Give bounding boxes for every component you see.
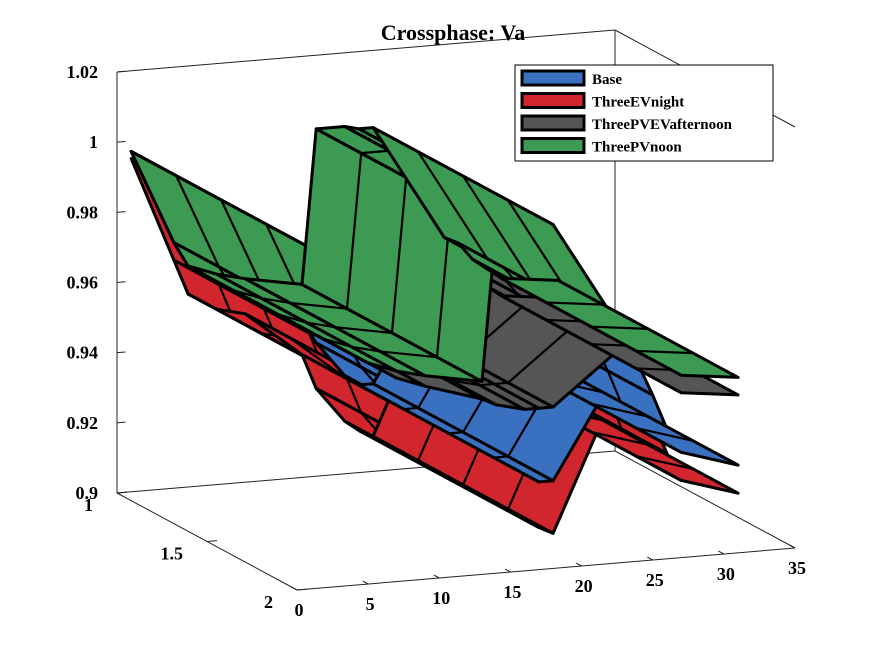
- mesh-line: [334, 326, 393, 335]
- x-tick-label: 15: [503, 582, 521, 602]
- x-tick-mark: [647, 556, 653, 561]
- mesh-line: [351, 345, 381, 353]
- mesh-line: [379, 350, 438, 359]
- z-tick-label: 0.94: [67, 343, 99, 363]
- mesh-line: [289, 301, 348, 310]
- z-tick-label: 1.02: [67, 62, 99, 82]
- mesh-line: [590, 402, 649, 418]
- z-tick-mark: [116, 491, 126, 494]
- legend-label: ThreePVEVafternoon: [592, 117, 733, 133]
- x-tick-mark: [433, 574, 440, 579]
- y-tick-label: 1.5: [161, 544, 184, 564]
- mesh-line: [462, 175, 536, 287]
- mesh-line: [345, 153, 363, 309]
- z-tick-label: 0.98: [67, 202, 99, 222]
- z-tick-mark: [116, 211, 126, 213]
- mesh-line: [220, 199, 265, 292]
- chart-title: Crossphase: Va: [381, 20, 525, 45]
- mesh-line: [591, 325, 649, 330]
- x-tick-mark: [575, 562, 582, 567]
- y-tick-mark: [206, 540, 218, 542]
- x-tick-label: 10: [432, 588, 450, 608]
- x-tick-mark: [718, 550, 725, 555]
- mesh-line: [261, 297, 291, 305]
- legend-swatch: [520, 69, 586, 87]
- x-tick-mark: [362, 580, 369, 585]
- mesh-line: [345, 378, 363, 414]
- legend-label: Base: [592, 72, 622, 88]
- legend: Base ThreeEVnight ThreePVEVafternoon ThreeP…: [514, 64, 774, 162]
- mesh-line: [175, 175, 220, 268]
- mesh-line: [635, 427, 694, 442]
- x-tick-label: 30: [717, 564, 735, 584]
- series-surface: [129, 125, 740, 383]
- z-tick-mark: [116, 421, 126, 424]
- legend-label: ThreeEVnight: [592, 95, 684, 111]
- legend-swatch: [520, 92, 586, 109]
- z-tick-label: 1: [89, 132, 98, 152]
- y-tick-mark: [296, 588, 308, 591]
- mesh-line: [590, 430, 649, 446]
- x-tick-mark: [504, 568, 511, 573]
- z-tick-mark: [116, 140, 126, 143]
- y-tick-label: 1: [84, 495, 93, 515]
- mesh-line: [417, 151, 491, 263]
- mesh-line: [361, 149, 390, 155]
- mesh-line: [306, 321, 336, 329]
- x-tick-label: 25: [646, 570, 664, 590]
- mesh-line: [636, 349, 694, 355]
- x-tick-mark: [789, 544, 796, 549]
- z-tick-mark: [116, 70, 126, 73]
- tick-labels: 0 5 10 15 20 25 30 35 1 1.5 2 0.9 0.92 0.94 0.96 0.98 1 1…: [67, 62, 807, 620]
- mesh-line: [546, 301, 604, 306]
- y-tick-label: 2: [264, 592, 273, 612]
- x-tick-label: 0: [295, 600, 304, 620]
- mesh-line: [390, 177, 408, 334]
- z-tick-label: 0.96: [67, 273, 99, 293]
- z-tick-label: 0.92: [67, 413, 99, 433]
- axis-edge: [116, 29, 616, 73]
- legend-swatch: [520, 114, 586, 132]
- axis-edge: [296, 547, 796, 591]
- x-tick-label: 35: [788, 558, 806, 578]
- x-tick-label: 5: [366, 594, 375, 614]
- x-tick-label: 20: [575, 576, 593, 596]
- surfaces: [129, 125, 740, 535]
- legend-swatch: [520, 137, 586, 154]
- mesh-line: [451, 379, 480, 387]
- z-tick-label: 0.9: [76, 483, 99, 503]
- mesh-line: [635, 455, 694, 470]
- z-tick-mark: [116, 351, 126, 354]
- z-tick-mark: [116, 281, 126, 283]
- legend-label: ThreePVnoon: [592, 140, 682, 156]
- x-tick-mark: [291, 586, 298, 591]
- axis-edge: [614, 450, 796, 549]
- mesh-line: [606, 370, 623, 406]
